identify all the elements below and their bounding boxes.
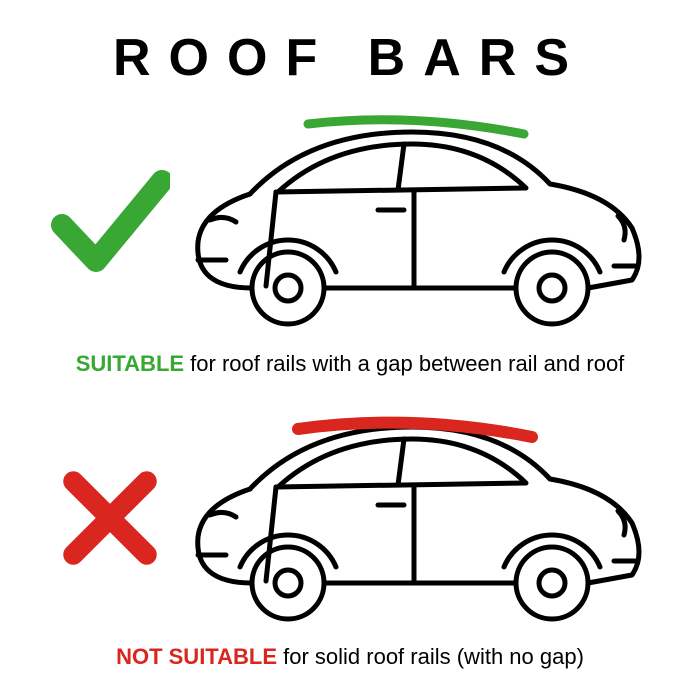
check-path (62, 181, 162, 261)
cross-icon (50, 458, 170, 578)
not-suitable-row (0, 405, 700, 630)
suitable-label-rest: for roof rails with a gap between rail a… (184, 351, 624, 376)
check-icon (50, 163, 170, 283)
not-suitable-label-rest: for solid roof rails (with no gap) (277, 644, 584, 669)
car-not-suitable (180, 405, 650, 630)
cross-path (73, 481, 146, 554)
car-outline (198, 427, 639, 619)
car-suitable (180, 110, 650, 335)
suitable-row (0, 110, 700, 335)
infographic-roof-bars: ROOF BARS (0, 0, 700, 700)
not-suitable-caption: NOT SUITABLE for solid roof rails (with … (0, 644, 700, 670)
roof-rail-solid (298, 423, 532, 437)
page-title: ROOF BARS (0, 0, 700, 88)
suitable-caption: SUITABLE for roof rails with a gap betwe… (0, 351, 700, 377)
car-outline (198, 132, 639, 324)
not-suitable-label-strong: NOT SUITABLE (116, 644, 277, 669)
suitable-label-strong: SUITABLE (76, 351, 184, 376)
